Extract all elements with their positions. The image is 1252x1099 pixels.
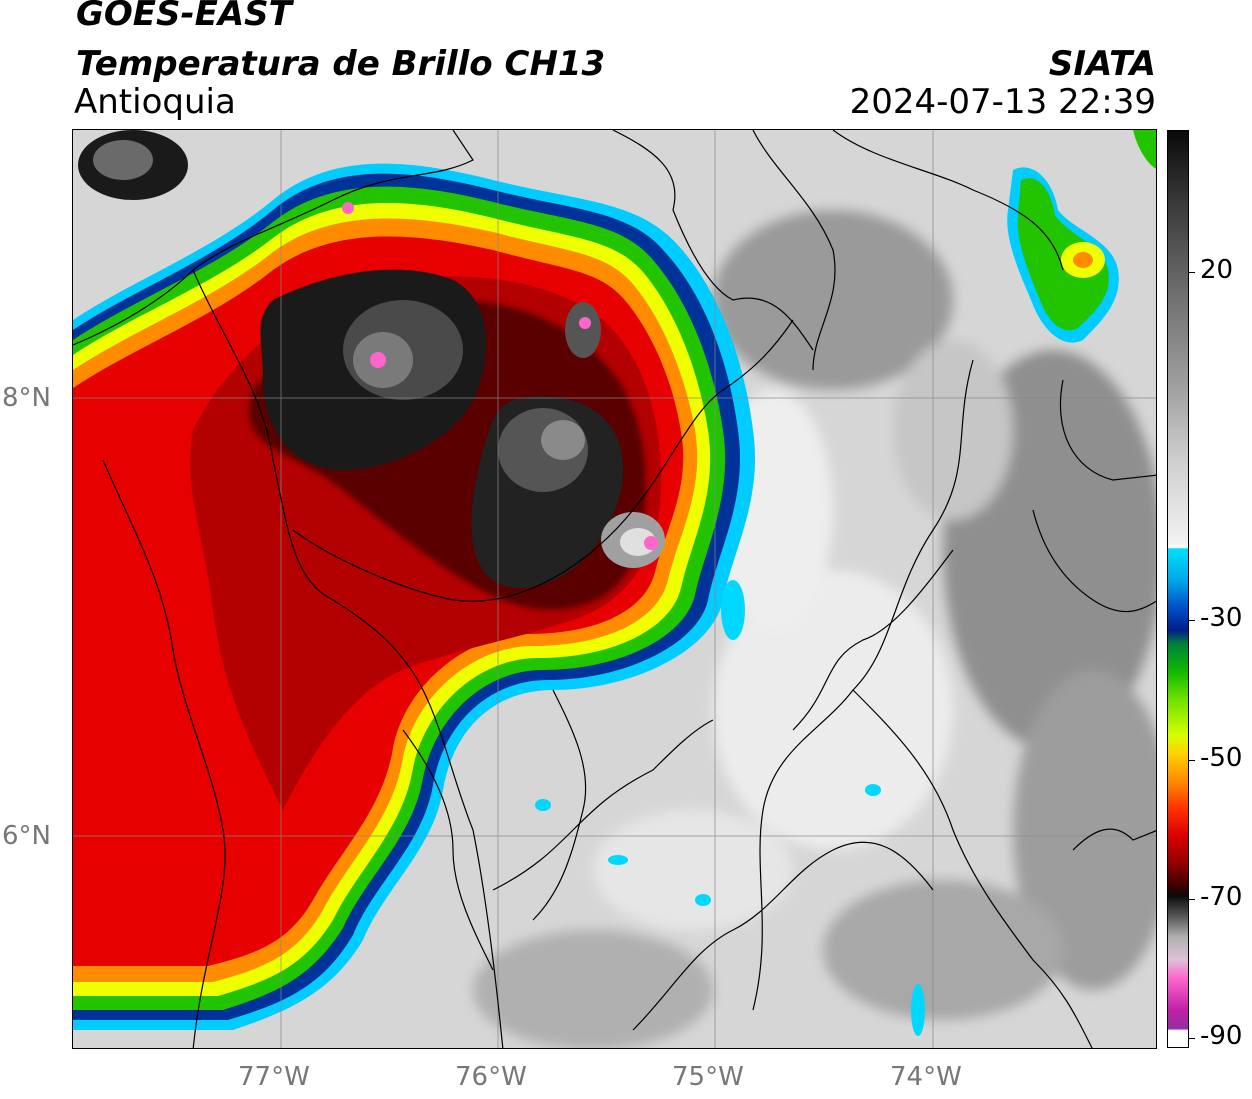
lon-tick-75W: 75°W	[672, 1062, 744, 1092]
product-title: Temperatura de Brillo CH13	[76, 44, 606, 84]
lat-tick-6N: 6°N	[2, 821, 51, 851]
colorbar-label-minus50: -50	[1200, 743, 1243, 773]
lon-tick-77W: 77°W	[238, 1062, 310, 1092]
colorbar	[1167, 130, 1189, 1048]
northeast-cell	[1007, 130, 1156, 343]
colorbar-tick-mark	[1189, 620, 1195, 621]
lon-tick-74W: 74°W	[890, 1062, 962, 1092]
colorbar-label-minus90: -90	[1200, 1021, 1243, 1051]
timestamp-label: 2024-07-13 22:39	[849, 82, 1156, 122]
satellite-map-image	[73, 130, 1156, 1048]
lon-tick-76W: 76°W	[455, 1062, 527, 1092]
boundaries	[73, 130, 1156, 1048]
colorbar-tick-mark	[1189, 1038, 1195, 1039]
colorbar-tick-mark	[1189, 272, 1195, 273]
overshooting-top	[579, 317, 591, 329]
colorbar-label-minus70: -70	[1200, 882, 1243, 912]
overshooting-top	[644, 536, 658, 550]
lat-tick-8N: 8°N	[2, 383, 51, 413]
region-label: Antioquia	[74, 82, 236, 122]
colorbar-label-minus30: -30	[1200, 603, 1243, 633]
convective-system	[73, 130, 756, 1030]
satellite-map	[72, 129, 1157, 1049]
colorbar-tick-mark	[1189, 899, 1195, 900]
graticule	[73, 130, 1156, 1048]
colorbar-label-20: 20	[1200, 255, 1234, 285]
overshooting-top	[370, 352, 386, 368]
satellite-title: GOES-EAST	[76, 0, 292, 34]
colorbar-tick-mark	[1189, 760, 1195, 761]
overshooting-top	[342, 202, 354, 214]
small-cells	[535, 580, 925, 1036]
organization-label: SIATA	[1048, 44, 1156, 84]
